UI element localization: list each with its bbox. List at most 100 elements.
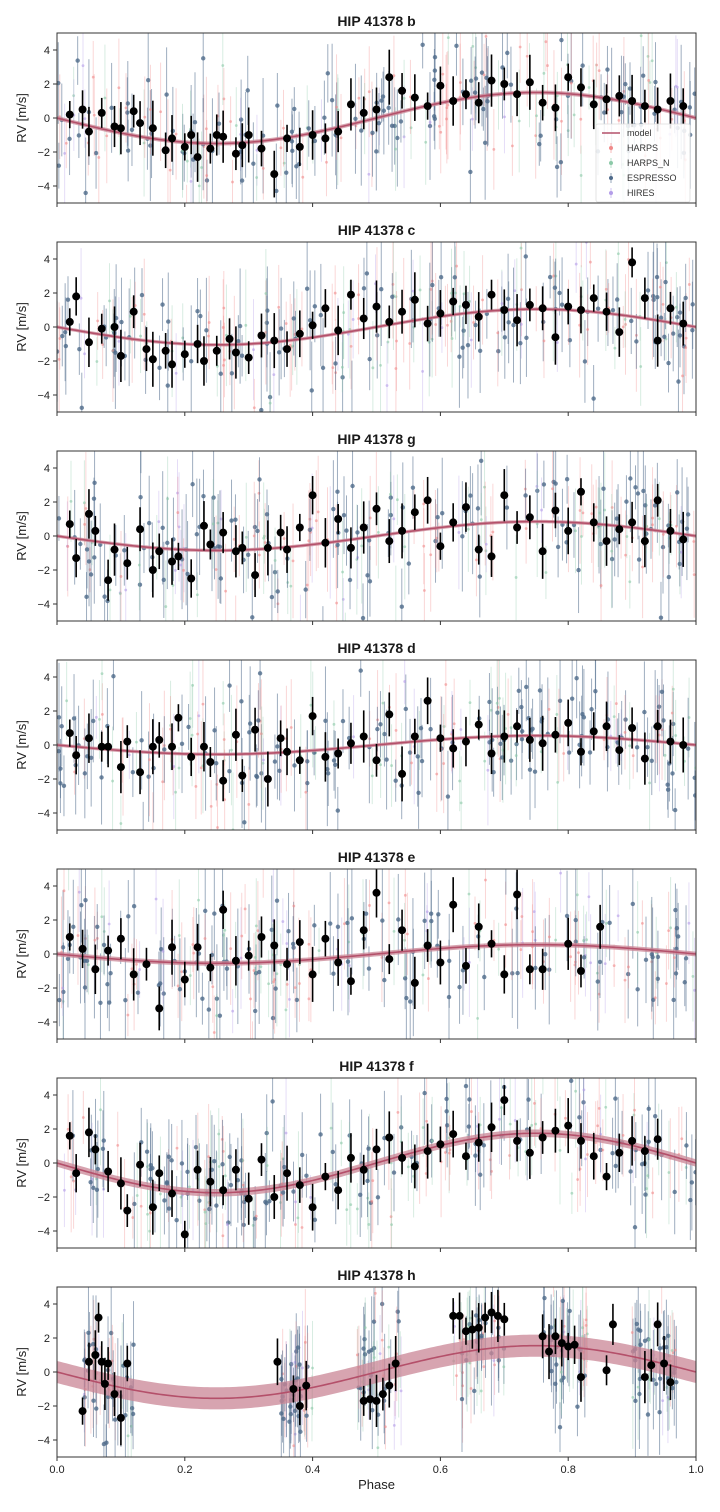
raw-point <box>188 1185 191 1189</box>
binned-point <box>538 547 547 556</box>
raw-point <box>203 1208 207 1212</box>
binned-point <box>346 100 355 109</box>
binned-point <box>72 1169 81 1178</box>
raw-point <box>593 651 597 655</box>
raw-point <box>428 911 434 916</box>
raw-point <box>197 184 201 188</box>
raw-point <box>376 1446 380 1450</box>
binned-point <box>193 153 202 162</box>
binned-point <box>148 742 157 751</box>
raw-point <box>532 769 538 774</box>
raw-point <box>558 1149 562 1152</box>
raw-point <box>469 1387 473 1390</box>
binned-point <box>168 360 177 369</box>
raw-point <box>418 288 422 292</box>
binned-point <box>525 300 534 309</box>
raw-point <box>578 509 582 512</box>
raw-point <box>502 335 508 340</box>
raw-point <box>435 515 440 520</box>
raw-point <box>441 72 445 76</box>
binned-point <box>84 1357 93 1366</box>
raw-point <box>269 927 274 933</box>
binned-point <box>487 290 496 299</box>
raw-point <box>111 349 115 353</box>
binned-point <box>359 523 368 532</box>
binned-point <box>219 132 228 141</box>
raw-point <box>692 540 696 543</box>
binned-point <box>576 487 585 496</box>
raw-point <box>141 840 145 844</box>
raw-point <box>92 555 97 560</box>
raw-point <box>582 359 588 364</box>
raw-point <box>274 898 280 903</box>
raw-point <box>683 295 688 301</box>
x-tick-label: 0.8 <box>561 1464 576 1476</box>
raw-point <box>628 476 633 481</box>
binned-point <box>116 1179 125 1188</box>
binned-point <box>640 1373 649 1382</box>
raw-point <box>204 1222 208 1226</box>
raw-point <box>384 1425 387 1429</box>
raw-point <box>211 495 216 500</box>
raw-point <box>148 1166 153 1172</box>
raw-point <box>294 1200 297 1204</box>
raw-point <box>403 545 407 549</box>
raw-point <box>534 1122 538 1126</box>
plot-area <box>57 242 696 412</box>
raw-point <box>340 365 344 369</box>
binned-point <box>589 294 598 303</box>
raw-point <box>564 1116 567 1120</box>
raw-point <box>395 498 399 502</box>
raw-point <box>402 96 406 100</box>
binned-point <box>589 100 598 109</box>
raw-point <box>161 780 165 784</box>
raw-point <box>119 822 123 825</box>
binned-point <box>410 978 419 987</box>
raw-point <box>58 781 63 786</box>
raw-point <box>117 339 121 343</box>
raw-point <box>245 88 250 93</box>
raw-point <box>196 732 200 736</box>
binned-point <box>359 1165 368 1174</box>
raw-point <box>478 1172 483 1177</box>
raw-point <box>339 136 343 140</box>
model-line <box>57 1344 696 1400</box>
binned-point <box>436 958 445 967</box>
raw-point <box>177 934 181 937</box>
raw-point <box>256 929 260 933</box>
raw-point <box>667 929 671 933</box>
raw-point <box>341 570 344 574</box>
binned-point <box>640 537 649 546</box>
raw-point <box>98 1000 103 1005</box>
raw-point <box>379 763 383 767</box>
raw-point <box>447 1136 451 1140</box>
raw-point <box>239 353 245 358</box>
raw-point <box>294 997 300 1003</box>
raw-point <box>203 908 208 914</box>
binned-point <box>602 537 611 546</box>
raw-point <box>101 343 105 346</box>
raw-point <box>674 734 678 737</box>
raw-point <box>642 1338 648 1343</box>
raw-point <box>687 105 693 110</box>
raw-point <box>395 135 400 141</box>
raw-point <box>365 1178 370 1184</box>
y-tick-label: 0 <box>44 531 50 543</box>
binned-point <box>525 78 534 87</box>
binned-point <box>576 1373 585 1382</box>
binned-point <box>346 543 355 552</box>
raw-point <box>69 499 73 503</box>
raw-point <box>422 544 426 548</box>
binned-point <box>148 1203 157 1212</box>
raw-point <box>687 283 691 286</box>
raw-point <box>100 915 104 919</box>
raw-point <box>108 588 112 592</box>
raw-point <box>211 522 215 526</box>
y-tick-label: −2 <box>37 774 50 786</box>
raw-point <box>203 937 207 940</box>
raw-point <box>273 986 278 991</box>
raw-point <box>477 348 483 353</box>
raw-point <box>402 135 406 139</box>
raw-point <box>366 1146 371 1151</box>
raw-point <box>290 941 296 947</box>
